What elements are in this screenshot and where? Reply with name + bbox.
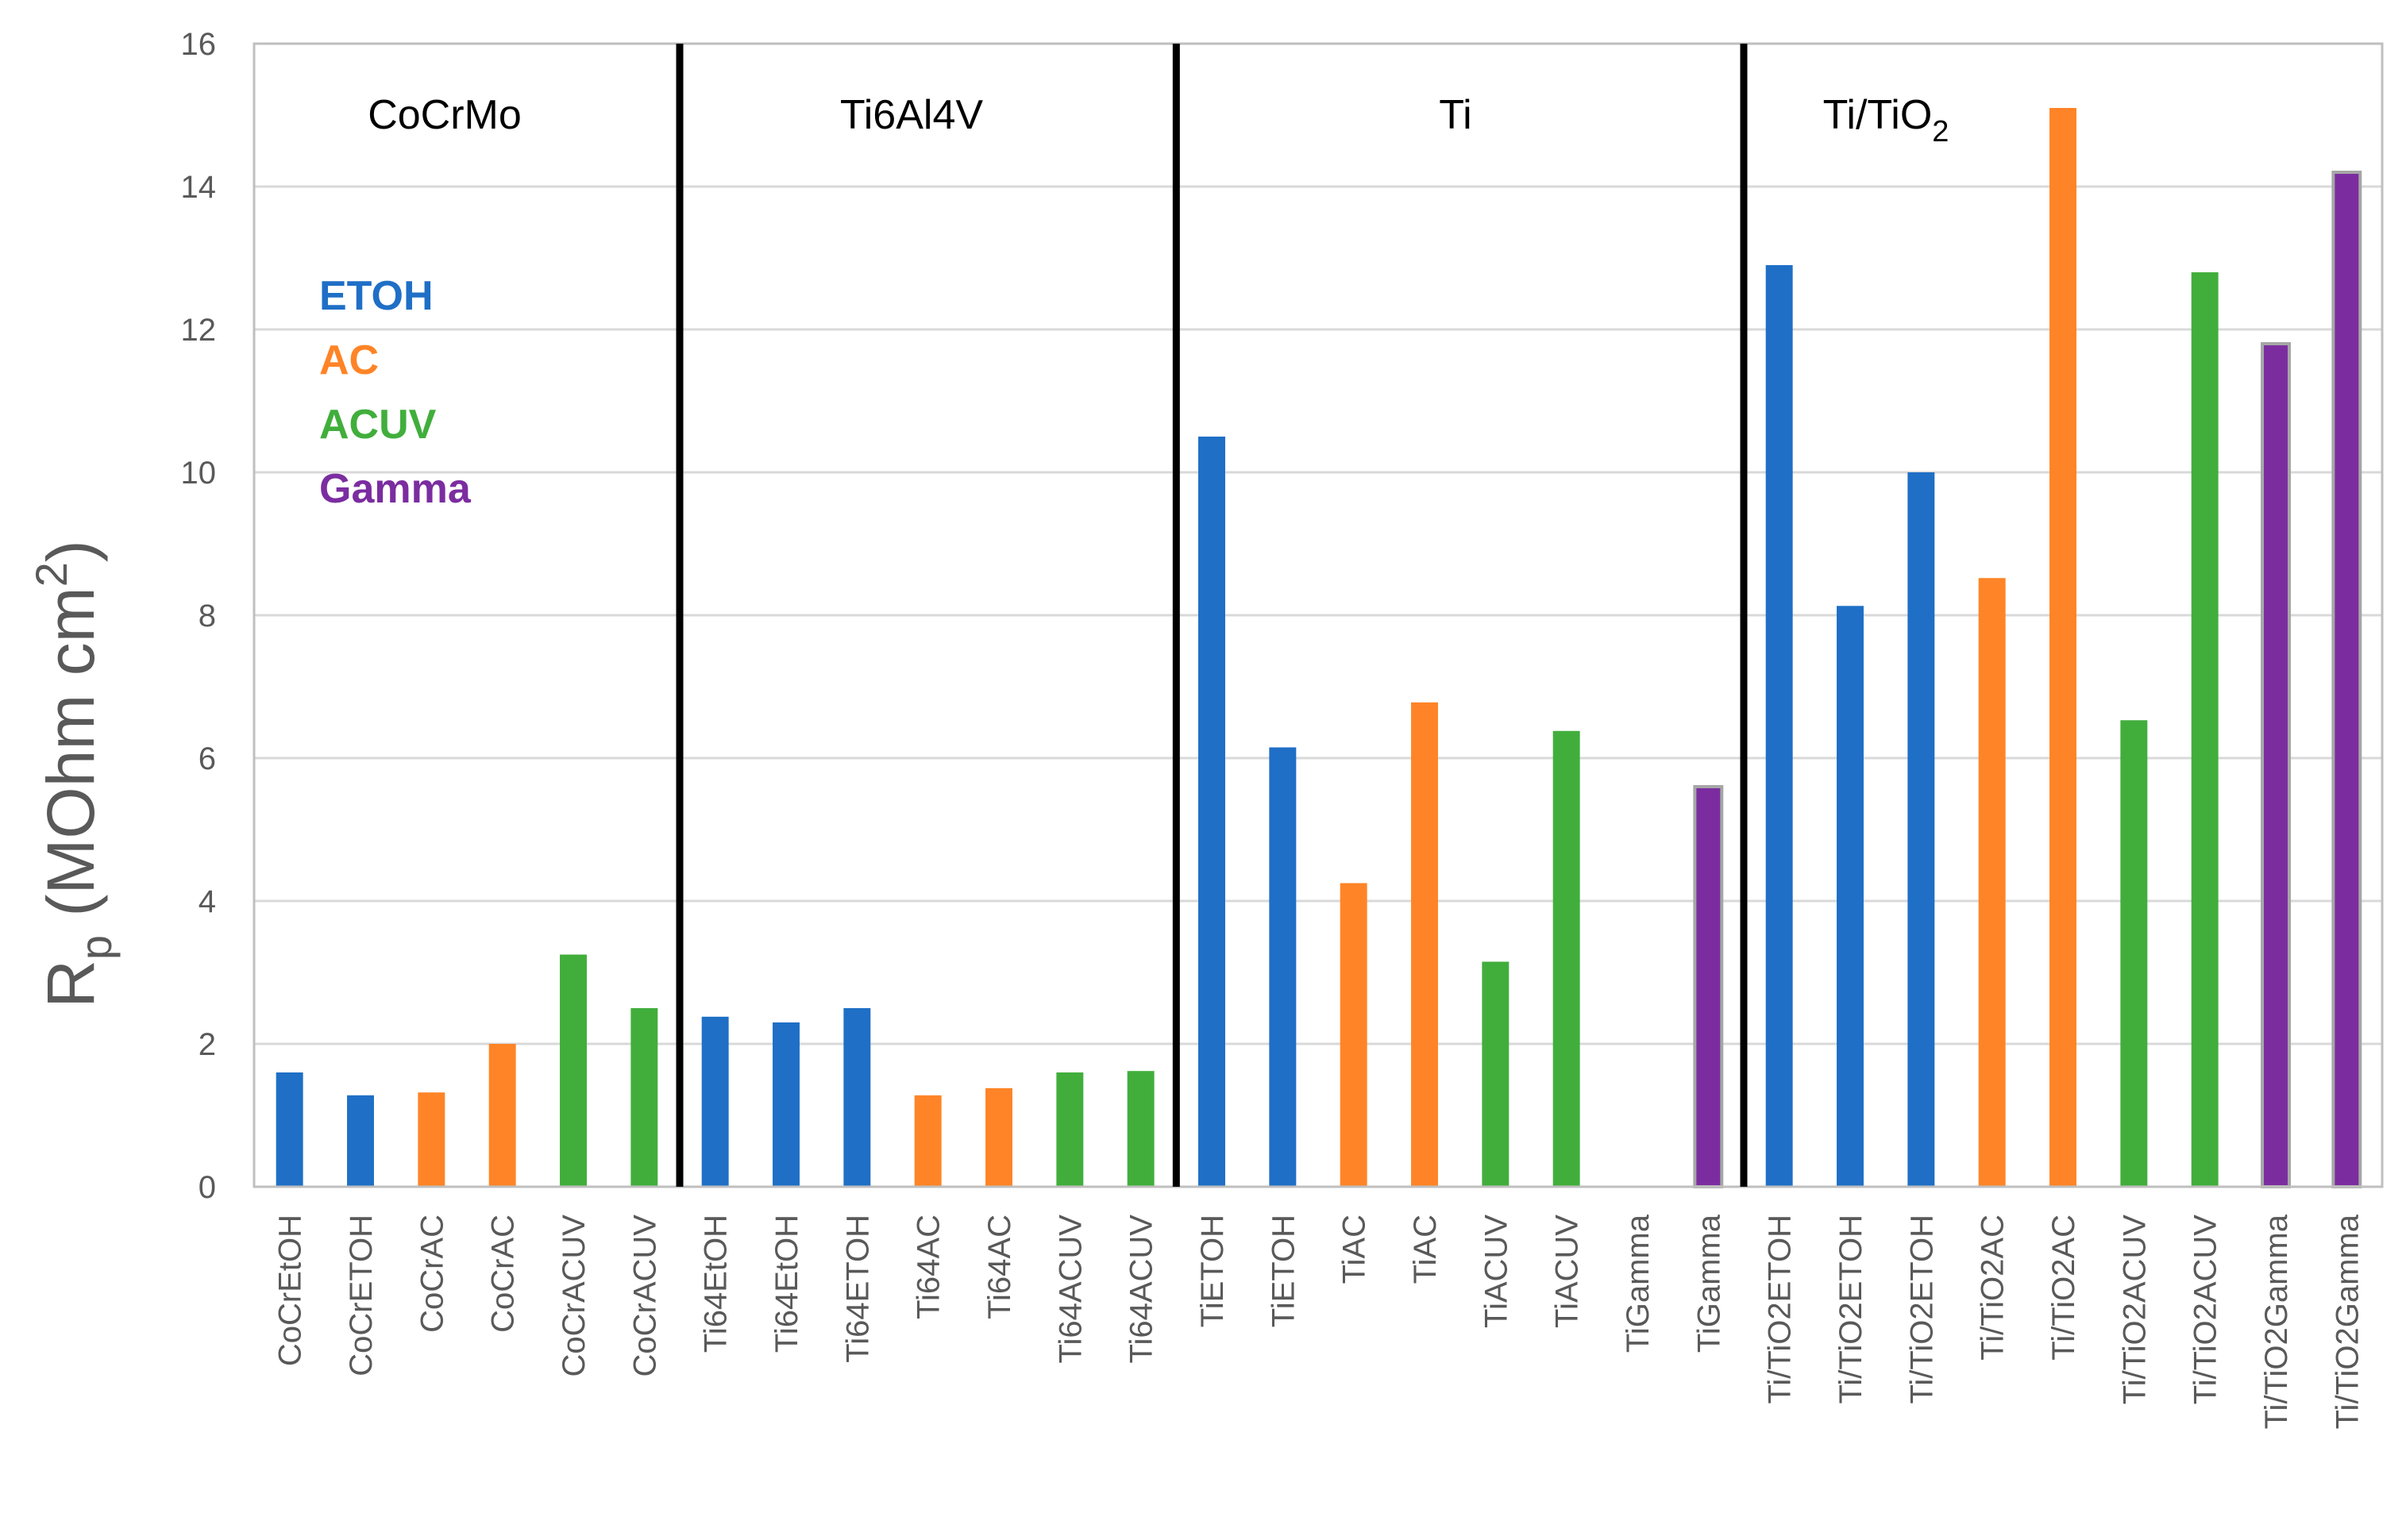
- x-axis-category-labels: CoCrEtOH CoCrETOH CoCrAC CoCrAC CoCrACUV CoCr…: [273, 1214, 2366, 1429]
- bar-0: [276, 1072, 303, 1187]
- x-category-label-3: CoCrAC: [486, 1215, 521, 1333]
- bar-20: [1693, 785, 1724, 1188]
- legend-ac: AC: [319, 337, 379, 383]
- y-tick-label-0: 0: [199, 1170, 216, 1205]
- bar-23: [1907, 472, 1935, 1187]
- y-tick-label-16: 16: [181, 27, 217, 62]
- x-category-label-5: CoCrACUV: [627, 1215, 662, 1377]
- bar-2: [418, 1092, 445, 1187]
- x-category-label-4: CoCrACUV: [557, 1215, 592, 1377]
- x-category-label-17: TiACUV: [1479, 1215, 1513, 1328]
- bars: [276, 108, 2362, 1188]
- x-category-label-11: Ti64ACUV: [1053, 1215, 1088, 1364]
- y-tick-label-14: 14: [181, 170, 217, 205]
- legend-etoh: ETOH: [319, 273, 434, 319]
- bar-4: [560, 954, 587, 1187]
- x-category-label-14: TiETOH: [1266, 1215, 1301, 1327]
- bar-22: [1837, 606, 1864, 1187]
- y-tick-label-6: 6: [199, 741, 216, 776]
- y-tick-label-10: 10: [181, 456, 217, 491]
- legend-acuv: ACUV: [319, 402, 437, 448]
- x-category-label-21: Ti/TiO2ETOH: [1763, 1215, 1798, 1404]
- bar-8: [843, 1008, 871, 1187]
- group-label-2: Ti: [1439, 92, 1471, 138]
- bar-3: [488, 1044, 516, 1187]
- group-label-3: Ti/TiO2: [1823, 92, 1949, 148]
- bar-10: [985, 1088, 1012, 1187]
- x-category-label-27: Ti/TiO2ACUV: [2188, 1215, 2223, 1405]
- bar-5: [630, 1008, 658, 1187]
- x-category-label-20: TiGamma: [1691, 1214, 1726, 1353]
- bar-24: [1978, 578, 2006, 1187]
- group-labels: CoCrMo Ti6Al4V Ti Ti/TiO2: [368, 92, 1949, 148]
- plot-area-border: [253, 42, 2384, 1188]
- x-category-label-24: Ti/TiO2AC: [1976, 1215, 2011, 1361]
- bar-1: [347, 1095, 374, 1187]
- x-category-label-8: Ti64ETOH: [840, 1215, 875, 1363]
- group-dividers: [676, 44, 1748, 1187]
- bar-7: [773, 1022, 800, 1187]
- x-category-label-29: Ti/TiO2Gamma: [2330, 1214, 2365, 1429]
- x-category-label-2: CoCrAC: [414, 1215, 449, 1333]
- y-axis-ticks: 0 2 4 6 8 10 12 14 16: [181, 27, 217, 1205]
- group-label-0: CoCrMo: [368, 92, 522, 138]
- x-category-label-22: Ti/TiO2ETOH: [1833, 1215, 1868, 1404]
- x-category-label-0: CoCrEtOH: [273, 1215, 308, 1366]
- bar-9: [914, 1095, 942, 1187]
- y-tick-label-12: 12: [181, 313, 217, 348]
- y-tick-label-8: 8: [199, 599, 216, 633]
- bar-13: [1198, 437, 1225, 1187]
- y-tick-label-2: 2: [199, 1027, 216, 1062]
- bar-14: [1269, 747, 1297, 1187]
- bar-16: [1411, 702, 1438, 1187]
- legend: ETOH AC ACUV Gamma: [319, 273, 472, 512]
- x-category-label-15: TiAC: [1337, 1215, 1372, 1284]
- x-category-label-19: TiGamma: [1621, 1214, 1656, 1353]
- bar-25: [2049, 108, 2076, 1187]
- x-category-label-9: Ti64AC: [912, 1215, 947, 1319]
- bar-21: [1765, 265, 1793, 1187]
- x-category-label-12: Ti64ACUV: [1124, 1215, 1159, 1364]
- bar-28: [2261, 342, 2291, 1188]
- x-category-label-26: Ti/TiO2ACUV: [2117, 1215, 2152, 1405]
- legend-gamma: Gamma: [319, 466, 472, 512]
- x-category-label-23: Ti/TiO2ETOH: [1904, 1215, 1939, 1404]
- x-category-label-6: Ti64EtOH: [699, 1215, 734, 1353]
- bar-26: [2120, 720, 2148, 1187]
- x-category-label-7: Ti64EtOH: [769, 1215, 804, 1353]
- bar-17: [1482, 961, 1510, 1187]
- bar-15: [1340, 883, 1367, 1187]
- bar-6: [701, 1016, 729, 1187]
- plot-frame: [253, 42, 2384, 1188]
- y-axis-title: Rp (MOhm cm2): [26, 540, 121, 1008]
- x-category-label-25: Ti/TiO2AC: [2046, 1215, 2081, 1361]
- bar-29: [2331, 171, 2362, 1188]
- bar-27: [2191, 272, 2219, 1187]
- x-category-label-16: TiAC: [1408, 1215, 1443, 1284]
- x-category-label-10: Ti64AC: [982, 1215, 1017, 1319]
- bar-12: [1127, 1071, 1155, 1187]
- bar-11: [1056, 1072, 1084, 1187]
- x-category-label-13: TiETOH: [1195, 1215, 1230, 1327]
- y-tick-label-4: 4: [199, 884, 216, 919]
- group-label-1: Ti6Al4V: [840, 92, 983, 138]
- x-category-label-1: CoCrETOH: [344, 1215, 379, 1376]
- bar-18: [1552, 730, 1580, 1187]
- x-category-label-18: TiACUV: [1550, 1215, 1585, 1328]
- x-category-label-28: Ti/TiO2Gamma: [2259, 1214, 2294, 1429]
